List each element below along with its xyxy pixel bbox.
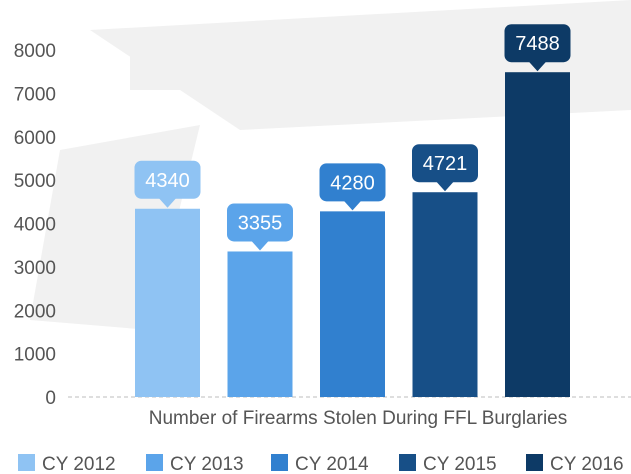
bar [135, 208, 200, 397]
x-axis-label: Number of Firearms Stolen During FFL Bur… [149, 408, 568, 429]
legend-label: CY 2012 [42, 454, 116, 474]
data-label-pointer [528, 61, 547, 72]
y-tick-label: 3000 [14, 258, 56, 279]
legend-swatch [399, 454, 416, 471]
data-label-box [412, 144, 478, 183]
data-label: 7488 [504, 24, 571, 72]
bar [505, 72, 570, 397]
data-label-text: 4280 [330, 172, 375, 194]
y-tick-label: 0 [45, 388, 56, 409]
y-tick-label: 5000 [14, 171, 56, 192]
legend-swatch [146, 454, 163, 471]
data-label: 3355 [227, 203, 293, 251]
legend-label: CY 2015 [423, 454, 497, 474]
y-tick-label: 2000 [14, 301, 56, 322]
legend-label: CY 2013 [170, 454, 244, 474]
legend-item: CY 2016 [526, 454, 624, 474]
data-label-pointer [436, 181, 454, 192]
bar [412, 192, 478, 397]
legend-item: CY 2013 [146, 454, 244, 474]
legend-item: CY 2014 [271, 454, 369, 474]
data-label-callouts: 4340 3355 4280 4721 7488 [134, 24, 571, 251]
y-tick-label: 4000 [14, 215, 56, 236]
legend-swatch [526, 454, 543, 471]
data-label-text: 3355 [238, 212, 283, 234]
data-label-box [319, 163, 386, 202]
data-label: 4340 [134, 160, 201, 208]
data-label-box [134, 160, 201, 199]
legend-label: CY 2014 [295, 454, 369, 474]
y-axis: 0 1000 2000 3000 4000 5000 6000 7000 8000 [14, 41, 56, 409]
y-tick-label: 1000 [14, 345, 56, 366]
legend: CY 2012 CY 2013 CY 2014 CY 2015 CY 2016 [18, 454, 624, 474]
y-tick-label: 7000 [14, 84, 56, 105]
bar [227, 251, 293, 397]
legend-label: CY 2016 [550, 454, 624, 474]
data-label-pointer [251, 240, 269, 251]
data-label-text: 7488 [515, 33, 560, 55]
bar [320, 211, 385, 397]
bars [135, 72, 570, 397]
data-label-text: 4340 [145, 170, 190, 192]
y-tick-label: 6000 [14, 128, 56, 149]
data-label-box [504, 24, 571, 63]
legend-item: CY 2012 [18, 454, 116, 474]
data-label-box [227, 203, 293, 242]
legend-item: CY 2015 [399, 454, 497, 474]
legend-swatch [271, 454, 288, 471]
data-label-pointer [158, 197, 177, 208]
data-label-pointer [343, 200, 362, 211]
legend-swatch [18, 454, 35, 471]
data-label: 4721 [412, 144, 478, 192]
y-tick-label: 8000 [14, 41, 56, 62]
data-label-text: 4721 [423, 153, 468, 175]
data-label: 4280 [319, 163, 386, 211]
